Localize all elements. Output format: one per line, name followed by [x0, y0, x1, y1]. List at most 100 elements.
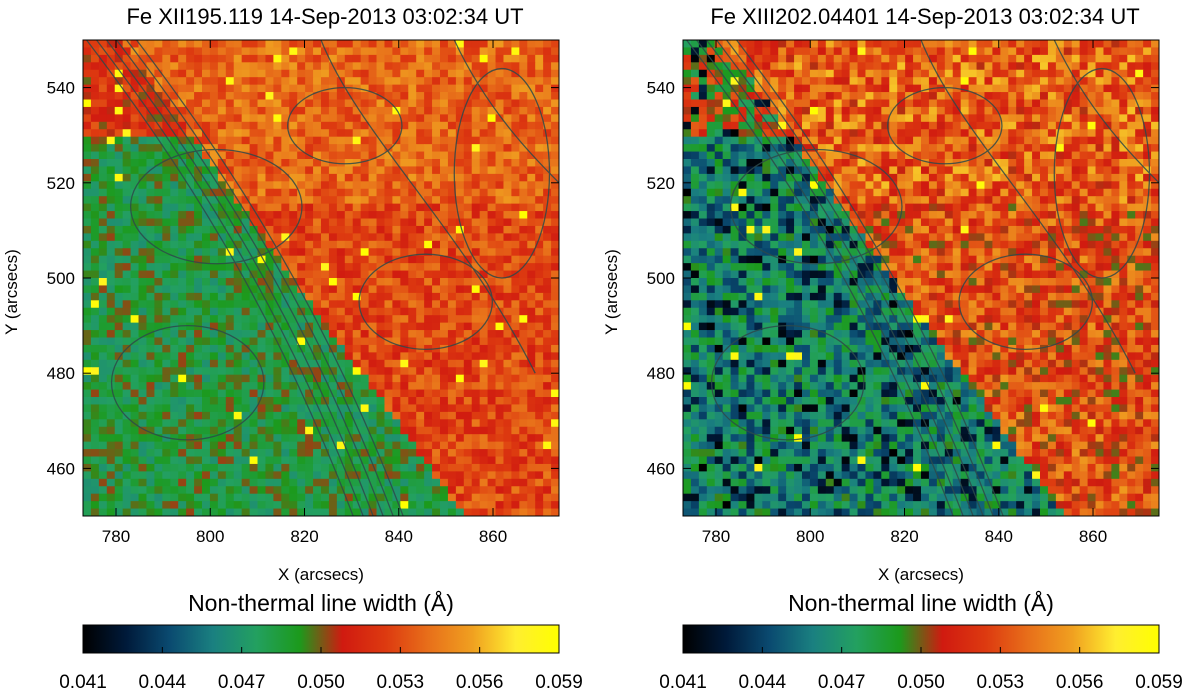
heatmap-cell — [313, 456, 322, 465]
heatmap-cell — [905, 99, 914, 108]
heatmap-cell — [683, 144, 692, 152]
heatmap-cell — [186, 434, 195, 443]
heatmap-cell — [281, 419, 290, 428]
heatmap-cell — [440, 367, 449, 376]
heatmap-cell — [400, 218, 409, 227]
heatmap-cell — [98, 121, 108, 130]
heatmap-cell — [1008, 69, 1017, 78]
heatmap-cell — [225, 270, 235, 279]
heatmap-cell — [495, 359, 504, 368]
heatmap-cell — [265, 315, 274, 324]
heatmap-cell — [408, 419, 417, 428]
heatmap-cell — [321, 367, 330, 376]
heatmap-cell — [178, 449, 187, 457]
heatmap-cell — [408, 121, 417, 130]
heatmap-cell — [360, 188, 369, 197]
heatmap-cell — [114, 211, 124, 219]
heatmap-cell — [352, 211, 362, 219]
heatmap-cell — [1087, 106, 1096, 115]
heatmap-cell — [905, 62, 914, 71]
heatmap-cell — [297, 359, 306, 368]
heatmap-cell — [841, 47, 850, 56]
heatmap-cell — [1079, 99, 1088, 108]
heatmap-cell — [722, 92, 731, 100]
heatmap-cell — [114, 225, 124, 234]
heatmap-cell — [321, 278, 330, 286]
heatmap-cell — [944, 136, 954, 145]
heatmap-cell — [138, 344, 147, 353]
heatmap-cell — [281, 54, 290, 63]
heatmap-cell — [952, 54, 962, 63]
heatmap-cell — [1119, 84, 1128, 93]
heatmap-cell — [146, 106, 155, 115]
heatmap-cell — [209, 374, 219, 383]
heatmap-cell — [249, 374, 258, 383]
heatmap-cell — [265, 240, 274, 249]
heatmap-cell — [114, 300, 124, 309]
heatmap-cell — [551, 166, 560, 175]
heatmap-cell — [90, 144, 100, 152]
heatmap-cell — [738, 69, 747, 78]
heatmap-cell — [360, 136, 369, 145]
heatmap-cell — [802, 77, 811, 86]
heatmap-cell — [527, 322, 536, 331]
heatmap-cell — [328, 426, 338, 435]
heatmap-cell — [897, 151, 906, 160]
heatmap-cell — [114, 471, 124, 480]
heatmap-cell — [730, 121, 739, 130]
heatmap-cell — [384, 47, 393, 56]
heatmap-cell — [225, 411, 235, 420]
heatmap-cell — [233, 441, 243, 450]
heatmap-cell — [881, 99, 890, 108]
heatmap-cell — [503, 151, 512, 160]
heatmap-cell — [360, 151, 369, 160]
heatmap-cell — [471, 374, 481, 383]
heatmap-cell — [114, 255, 124, 264]
heatmap-cell — [297, 322, 306, 331]
heatmap-cell — [551, 501, 560, 509]
heatmap-cell — [495, 218, 504, 227]
heatmap-cell — [273, 62, 282, 71]
heatmap-cell — [313, 114, 322, 123]
heatmap-cell — [424, 248, 433, 257]
heatmap-cell — [754, 99, 763, 108]
heatmap-cell — [392, 508, 401, 517]
heatmap-cell — [936, 62, 946, 71]
heatmap-cell — [209, 106, 219, 115]
heatmap-cell — [265, 456, 274, 465]
heatmap-cell — [690, 40, 700, 48]
heatmap-cell — [447, 69, 457, 78]
heatmap-cell — [722, 54, 731, 63]
heatmap-cell — [98, 307, 108, 316]
heatmap-cell — [778, 136, 787, 145]
heatmap-cell — [786, 62, 795, 71]
heatmap-cell — [690, 151, 700, 160]
heatmap-cell — [154, 315, 163, 324]
heatmap-cell — [360, 426, 369, 435]
heatmap-cell — [344, 397, 354, 405]
heatmap-cell — [344, 315, 354, 324]
heatmap-cell — [138, 419, 147, 428]
heatmap-cell — [416, 40, 425, 48]
heatmap-cell — [841, 159, 850, 167]
heatmap-cell — [289, 374, 298, 383]
heatmap-cell — [241, 344, 250, 353]
heatmap-cell — [479, 54, 488, 63]
heatmap-cell — [455, 367, 465, 376]
heatmap-cell — [186, 270, 195, 279]
heatmap-cell — [376, 404, 385, 413]
heatmap-cell — [305, 278, 314, 286]
heatmap-cell — [511, 478, 520, 487]
heatmap-cell — [1071, 40, 1081, 48]
heatmap-cell — [873, 40, 882, 48]
heatmap-cell — [905, 144, 914, 152]
heatmap-cell — [336, 263, 346, 271]
heatmap-cell — [217, 136, 227, 145]
heatmap-cell — [241, 292, 250, 301]
heatmap-cell — [424, 397, 433, 405]
heatmap-cell — [98, 92, 108, 100]
heatmap-cell — [825, 92, 835, 100]
heatmap-cell — [114, 389, 124, 398]
heatmap-cell — [352, 397, 362, 405]
heatmap-cell — [368, 188, 377, 197]
